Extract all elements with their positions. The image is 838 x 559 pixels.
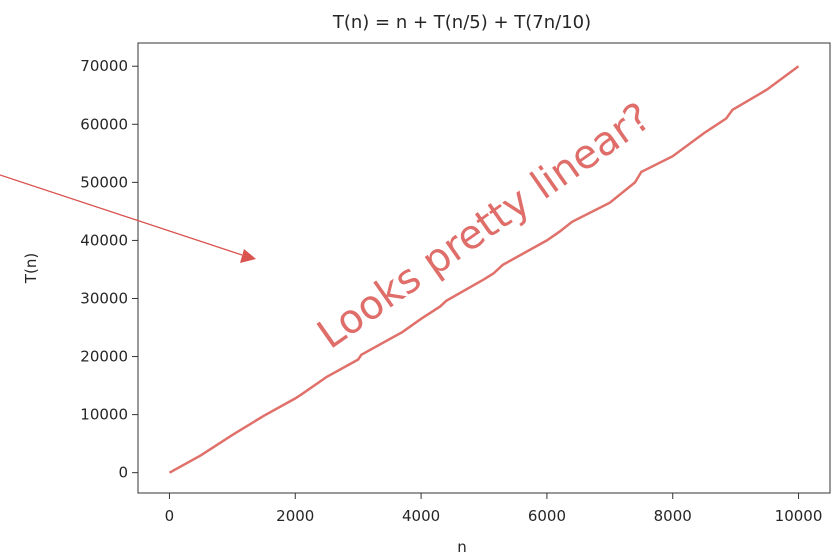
y-tick-label: 0 xyxy=(118,464,128,482)
x-tick-label: 8000 xyxy=(654,507,692,525)
annotation-arrowhead xyxy=(240,249,256,263)
y-axis-label: T(n) xyxy=(22,253,40,284)
x-axis-label: n xyxy=(457,538,467,556)
x-axis: 0 2000 4000 6000 8000 10000 xyxy=(165,493,823,525)
x-tick-label: 4000 xyxy=(402,507,440,525)
y-tick-label: 70000 xyxy=(80,57,128,75)
y-tick-label: 40000 xyxy=(80,231,128,249)
series-line xyxy=(168,65,800,474)
y-tick-label: 50000 xyxy=(80,173,128,191)
x-tick-label: 2000 xyxy=(276,507,314,525)
x-tick-label: 10000 xyxy=(775,507,823,525)
y-tick-label: 10000 xyxy=(80,406,128,424)
annotation-arrow xyxy=(0,174,243,256)
y-tick-label: 20000 xyxy=(80,348,128,366)
y-tick-label: 30000 xyxy=(80,289,128,307)
y-axis: 0 10000 20000 30000 40000 50000 60000 70000 xyxy=(80,57,138,482)
y-tick-label: 60000 xyxy=(80,115,128,133)
plot-area xyxy=(137,42,831,494)
x-tick-label: 0 xyxy=(165,507,175,525)
chart-title: T(n) = n + T(n/5) + T(7n/10) xyxy=(332,12,591,33)
x-tick-label: 6000 xyxy=(528,507,566,525)
